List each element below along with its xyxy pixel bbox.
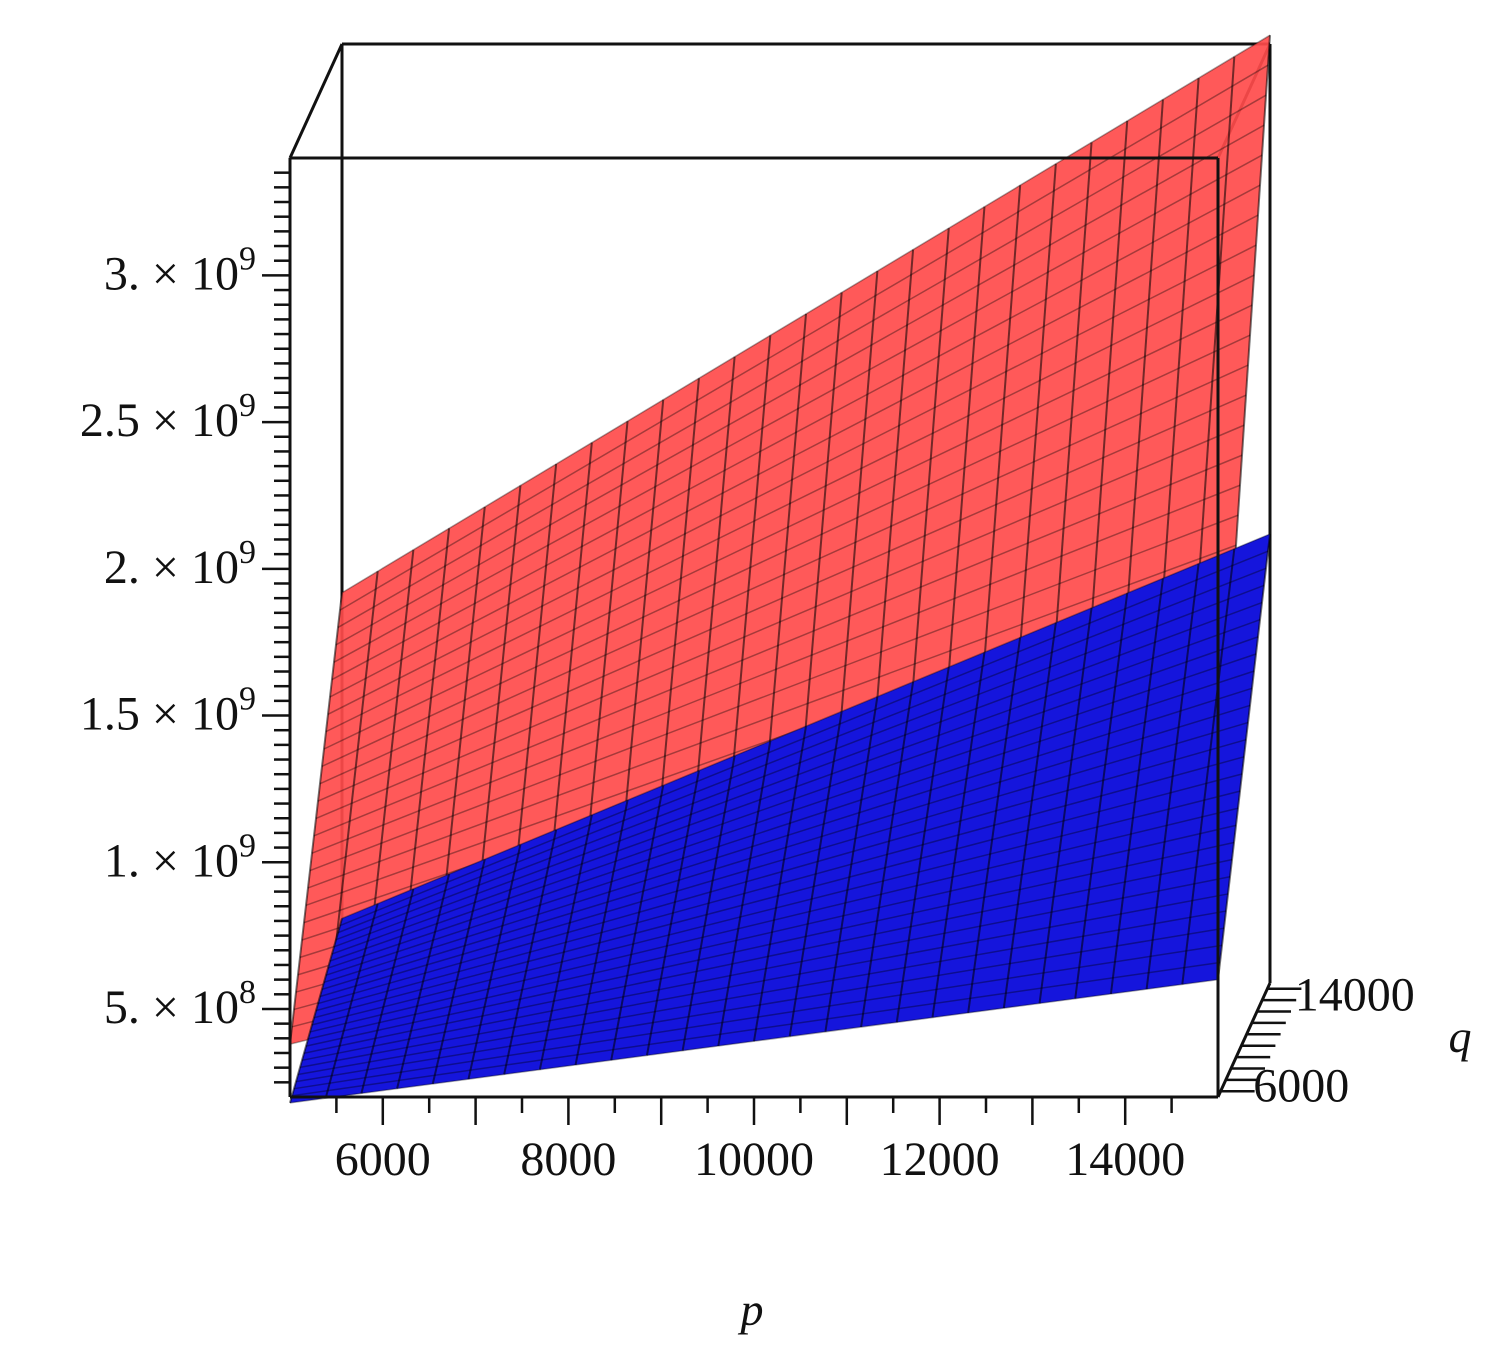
surface-gridline-q [315, 424, 1245, 820]
y-tick-label: 6000 [1253, 1060, 1349, 1113]
box-edge-top-left [288, 43, 344, 159]
z-tick-mantissa: 2. [104, 541, 140, 594]
surface-gridline-q [325, 670, 1255, 976]
surface-gridline-p [967, 637, 1022, 1013]
x-axis-title: p [738, 1284, 764, 1335]
x-tick-label: 10000 [694, 1133, 814, 1186]
x-tick-label: 6000 [335, 1133, 431, 1186]
surface-gridline-q [335, 124, 1265, 646]
surface-gridline-q [329, 214, 1259, 698]
z-tick-times: × 10 [140, 834, 239, 887]
surfaces [289, 34, 1271, 1104]
y-axis-title: q [1449, 1011, 1472, 1062]
z-tick-exponent: 9 [239, 534, 256, 571]
z-tick-mantissa: 2.5 [80, 394, 140, 447]
surface-gridline-p [1145, 563, 1200, 990]
surface-patch [290, 534, 1270, 1103]
surface-gridline-q [317, 394, 1247, 802]
surface-gridline-p [574, 799, 629, 1066]
surface-gridline-p [610, 785, 665, 1061]
z-tick-times: × 10 [140, 688, 239, 741]
surface-gridline-p [538, 814, 593, 1070]
surface-gridline-q [315, 756, 1245, 1012]
surface-gridline-q [341, 533, 1271, 920]
z-tick-times: × 10 [140, 541, 239, 594]
surface-series-2 [289, 533, 1271, 1104]
surface-gridline-p [324, 903, 379, 1099]
surface-gridline-p [467, 844, 522, 1080]
surface-gridline-q [341, 34, 1271, 594]
z-tick-exponent: 9 [239, 240, 256, 277]
surface-gridline-q [319, 721, 1249, 998]
surface-gridline-p [289, 918, 343, 1104]
surface-gridline-q [333, 154, 1263, 663]
surface-gridline-q [331, 619, 1261, 955]
surface-gridline-q [339, 64, 1269, 611]
z-tick-label: 1.5 × 109 [80, 681, 256, 741]
y-tick-label: 14000 [1295, 968, 1415, 1021]
surface-gridline-p [753, 726, 807, 1042]
z-tick-exponent: 9 [239, 681, 256, 718]
surface-gridline-p [860, 681, 915, 1028]
surface-gridline-p [824, 696, 879, 1032]
surface-gridline-q [333, 601, 1263, 948]
z-tick-label: 2.5 × 109 [80, 387, 256, 447]
surface-gridline-q [337, 94, 1267, 629]
x-tick-label: 14000 [1065, 1133, 1185, 1186]
surface-gridline-q [329, 636, 1259, 962]
surface-gridline-q [325, 274, 1255, 733]
z-tick-mantissa: 5. [104, 981, 140, 1034]
surface-gridline-q [317, 738, 1247, 1005]
z-tick-mantissa: 3. [104, 247, 140, 300]
z-tick-exponent: 9 [239, 827, 256, 864]
surface-gridline-q [327, 653, 1257, 969]
surface-gridline-p [360, 888, 415, 1094]
z-tick-label: 5. × 108 [104, 974, 256, 1034]
surface-gridline-q [321, 704, 1251, 991]
box-edge-bottom-right [1216, 982, 1272, 1098]
z-tick-times: × 10 [140, 247, 239, 300]
surface-gridline-p [788, 711, 843, 1037]
surface-gridline-p [1109, 578, 1164, 994]
surface-gridline-p [503, 829, 558, 1075]
surface-gridline-q [323, 304, 1253, 750]
surface-gridline-p [1181, 548, 1236, 985]
surface-gridline-q [337, 567, 1267, 934]
z-tick-exponent: 9 [239, 387, 256, 424]
surface-gridline-p [717, 740, 772, 1047]
surface-gridline-q [331, 184, 1261, 681]
z-tick-times: × 10 [140, 394, 239, 447]
surface-gridline-q [335, 584, 1265, 941]
surface-gridline-p [1038, 607, 1093, 1004]
surface-gridline-p [681, 755, 736, 1051]
z-tick-exponent: 8 [239, 974, 256, 1011]
surface-gridline-p [1002, 622, 1057, 1009]
surface-gridline-p [431, 859, 486, 1085]
surface-gridline-q [323, 687, 1253, 983]
surface-gridline-p [396, 873, 451, 1089]
surface-gridline-q [339, 550, 1269, 927]
z-tick-label: 2. × 109 [104, 534, 256, 594]
z-tick-label: 3. × 109 [104, 240, 256, 300]
surface-gridline-p [1074, 593, 1129, 999]
surface-gridline-q [321, 334, 1251, 768]
surface-gridline-p [931, 652, 986, 1018]
z-tick-mantissa: 1. [104, 834, 140, 887]
z-tick-mantissa: 1.5 [80, 688, 140, 741]
z-tick-label: 1. × 109 [104, 827, 256, 887]
x-tick-label: 8000 [520, 1133, 616, 1186]
surface-gridline-q [327, 244, 1257, 715]
surface-gridline-p [895, 666, 950, 1023]
surface-gridline-p [289, 592, 343, 1045]
surface-gridline-q [319, 364, 1249, 785]
surface-gridline-p [645, 770, 700, 1056]
z-tick-times: × 10 [140, 981, 239, 1034]
x-tick-label: 12000 [880, 1133, 1000, 1186]
surface-gridline-p [1217, 533, 1271, 980]
